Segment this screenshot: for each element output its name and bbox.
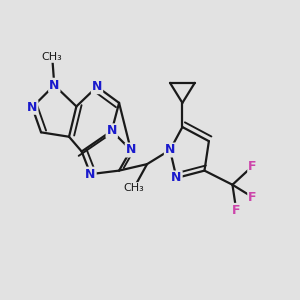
Text: CH₃: CH₃ [124,183,145,193]
Text: N: N [165,143,175,157]
Text: N: N [126,143,136,157]
Text: N: N [171,172,182,184]
Text: N: N [49,79,59,92]
Text: F: F [248,160,257,173]
Text: CH₃: CH₃ [42,52,63,62]
Text: N: N [27,101,38,114]
Text: N: N [92,80,102,93]
Text: F: F [248,190,257,204]
Text: F: F [232,204,241,217]
Text: N: N [106,124,117,137]
Text: N: N [85,168,96,181]
